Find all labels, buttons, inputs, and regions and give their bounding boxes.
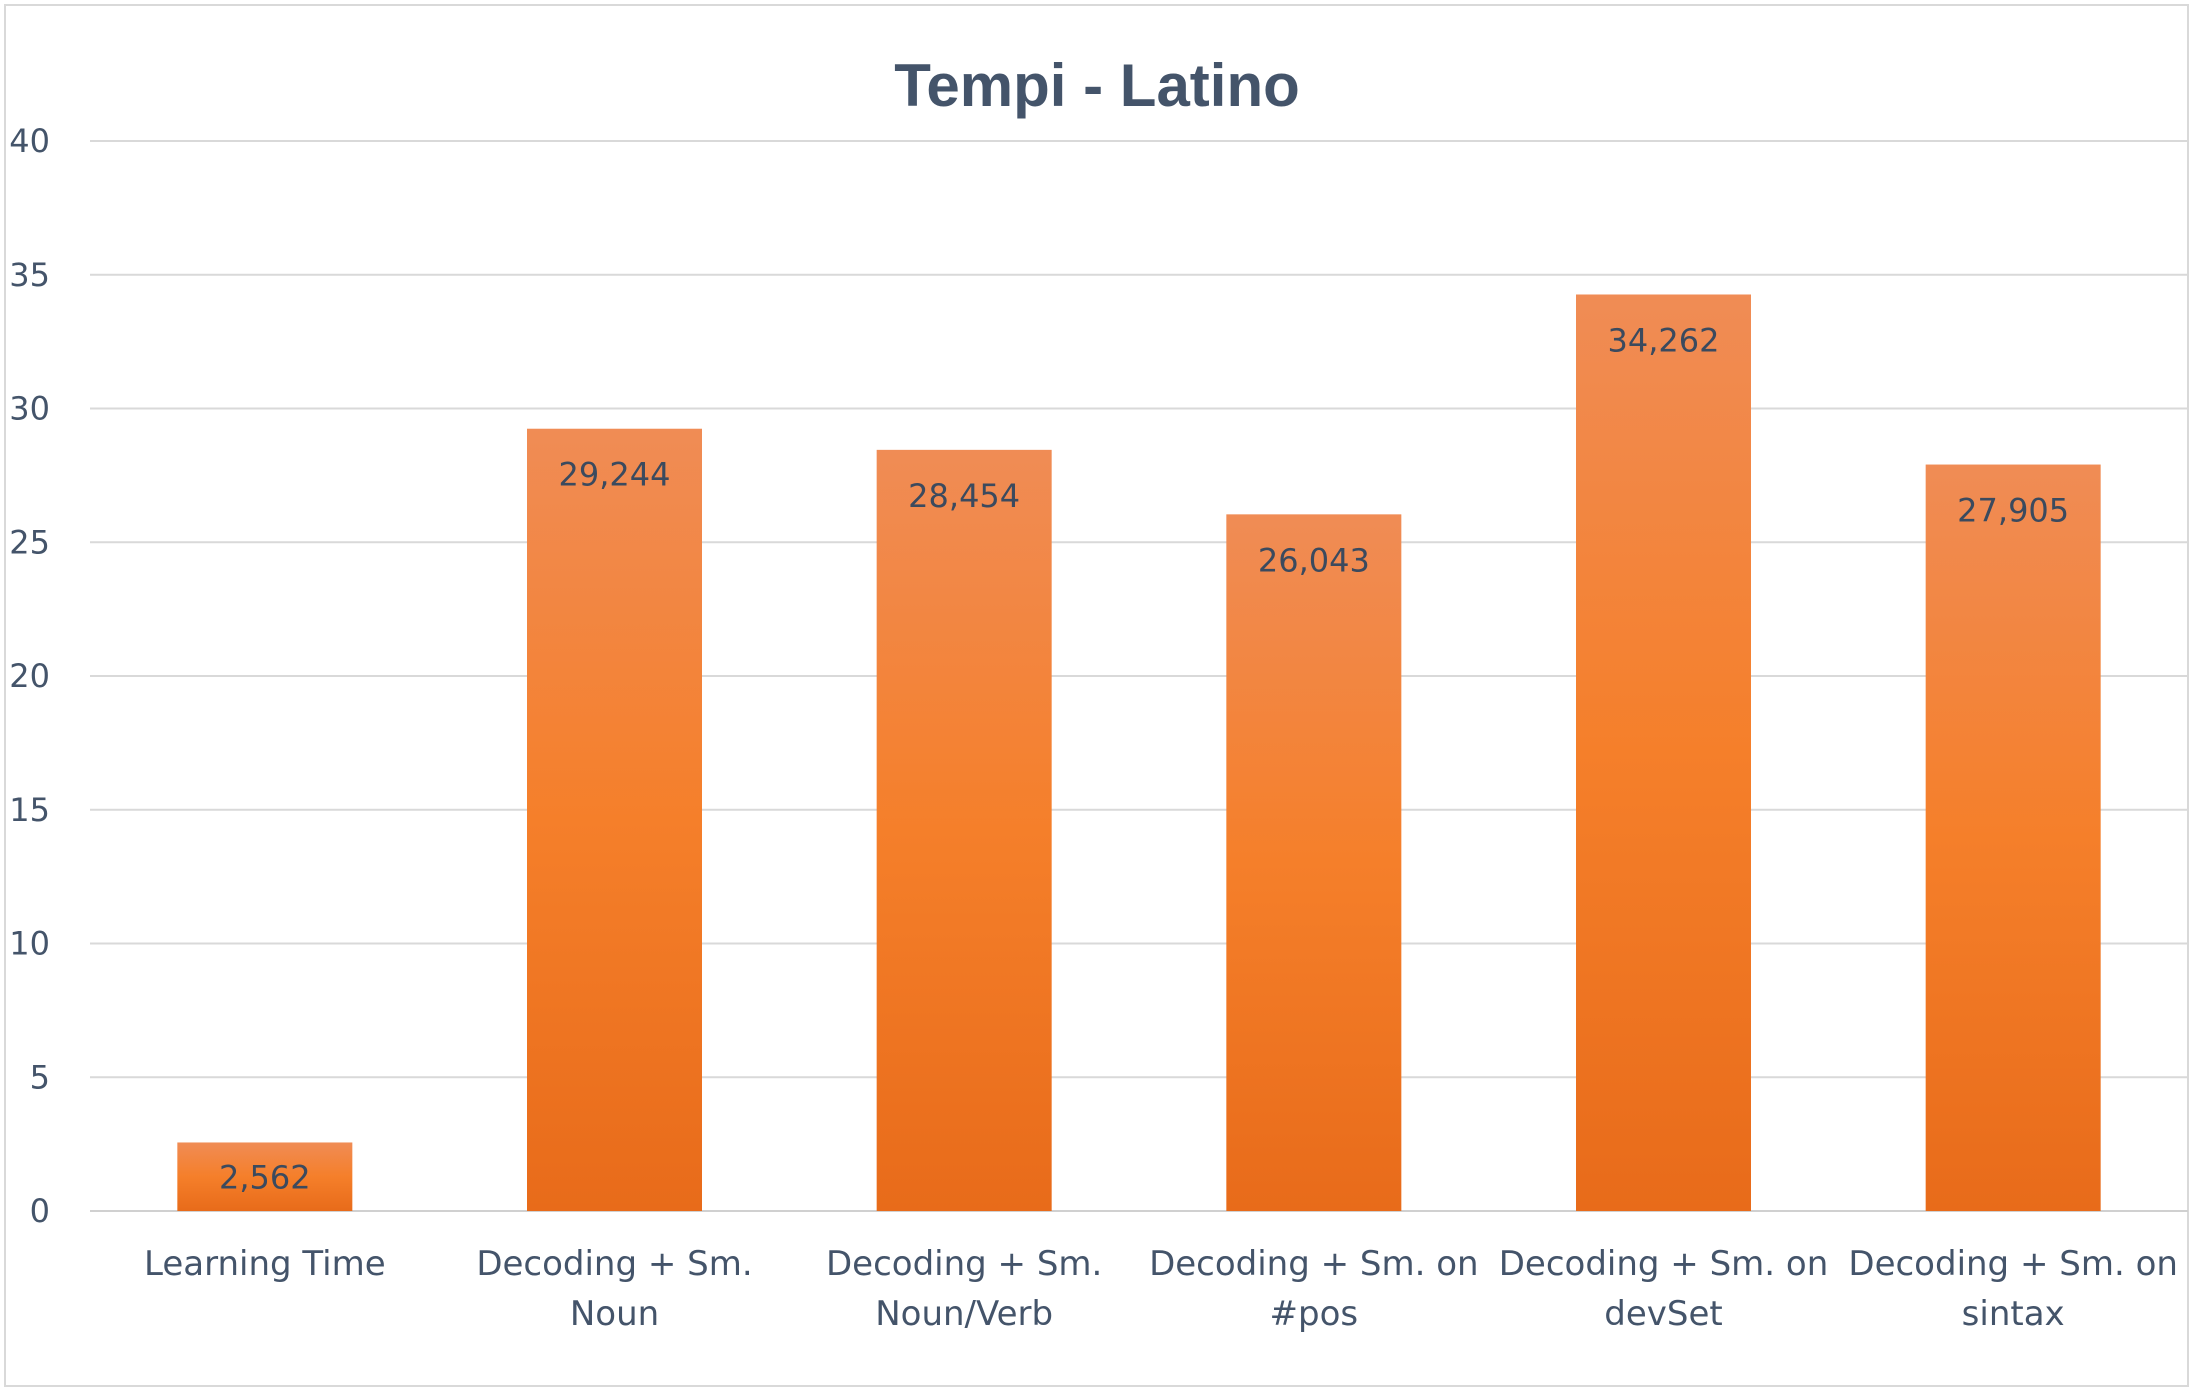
data-label: 34,262	[1608, 321, 1720, 359]
y-tick-label: 10	[9, 925, 50, 963]
y-tick-label: 25	[9, 523, 50, 561]
x-category-label: Decoding + Sm. on	[1149, 1244, 1479, 1284]
y-tick-label: 0	[30, 1192, 50, 1230]
y-tick-label: 35	[9, 256, 50, 294]
data-labels: 2,562 29,244 28,454 26,043 34,262 27,905	[219, 321, 2069, 1196]
gridlines	[90, 140, 2188, 1212]
chart-frame	[4, 4, 2189, 1387]
bar	[1925, 464, 2101, 1211]
y-tick-label: 30	[9, 390, 50, 428]
x-category-label: Decoding + Sm. on	[1848, 1244, 2178, 1284]
data-label: 27,905	[1957, 492, 2069, 530]
bar	[527, 428, 702, 1211]
x-category-label: sintax	[1962, 1294, 2065, 1334]
data-label: 28,454	[908, 477, 1020, 515]
x-category-label: Learning Time	[144, 1244, 386, 1284]
bars	[177, 294, 2101, 1212]
bar	[1226, 514, 1402, 1211]
x-category-label: Noun	[570, 1294, 659, 1334]
data-label: 2,562	[219, 1159, 311, 1197]
x-axis-category-labels: Learning Time Decoding + Sm. Noun Decoding …	[144, 1244, 2178, 1334]
x-category-label: devSet	[1604, 1294, 1722, 1334]
x-category-label: Decoding + Sm.	[826, 1244, 1102, 1284]
bar	[1576, 294, 1751, 1212]
x-category-label: Decoding + Sm.	[476, 1244, 752, 1284]
x-category-label: #pos	[1270, 1294, 1359, 1334]
y-tick-label: 5	[30, 1058, 50, 1096]
bar	[876, 449, 1052, 1212]
x-category-label: Noun/Verb	[875, 1294, 1053, 1334]
data-label: 29,244	[559, 456, 671, 494]
bar	[177, 1142, 353, 1211]
data-label: 26,043	[1258, 541, 1370, 579]
chart-title: Tempi - Latino	[894, 52, 1300, 119]
y-tick-label: 20	[9, 657, 50, 695]
y-axis-tick-labels: 0 5 10 15 20 25 30 35 40	[9, 122, 50, 1230]
y-tick-label: 15	[9, 791, 50, 829]
x-category-label: Decoding + Sm. on	[1499, 1244, 1829, 1284]
y-tick-label: 40	[9, 122, 50, 160]
